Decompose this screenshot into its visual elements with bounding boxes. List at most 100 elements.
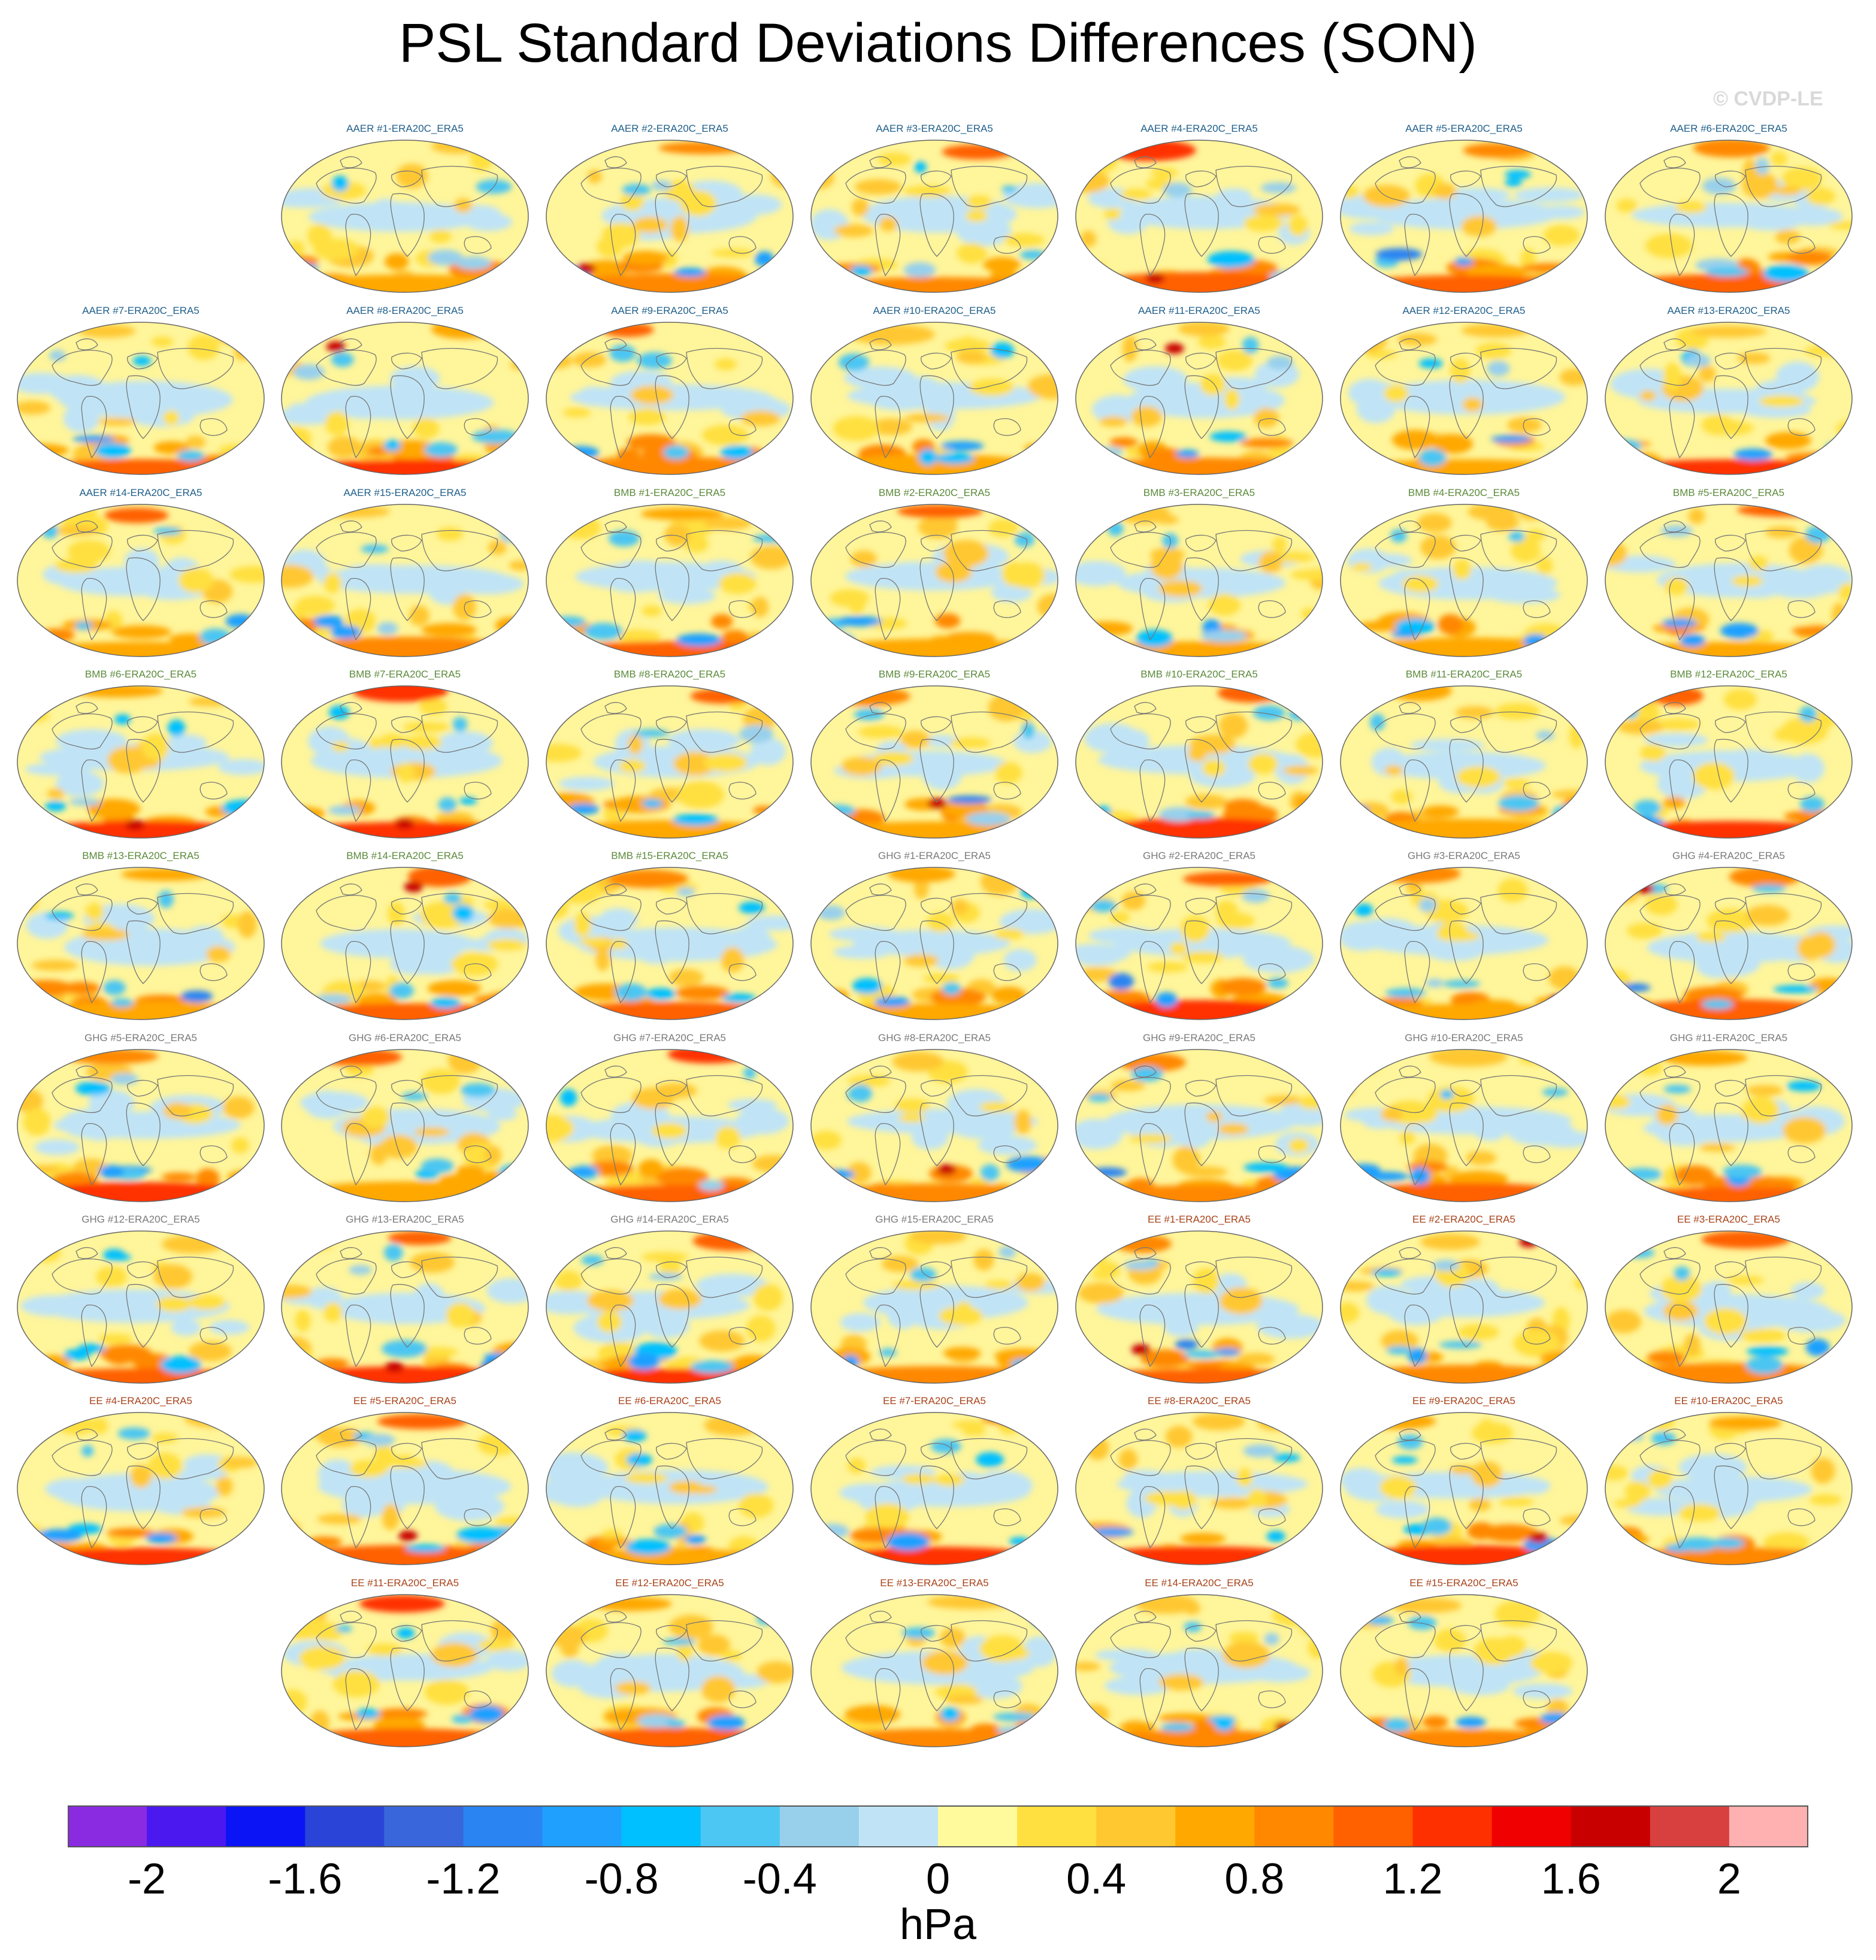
positive-anomaly-area [1452, 559, 1472, 580]
map-panel: EE #12-ERA20C_ERA5 [539, 1577, 800, 1750]
map-boundary [1340, 140, 1588, 293]
positive-anomaly-area [973, 1249, 994, 1271]
negative-anomaly-area [171, 1319, 201, 1336]
positive-anomaly-area [904, 413, 950, 423]
positive-anomaly-area [1475, 343, 1512, 359]
panel-title: EE #12-ERA20C_ERA5 [615, 1577, 724, 1589]
positive-anomaly-area [997, 1412, 1021, 1435]
positive-anomaly-area [1254, 407, 1279, 428]
positive-anomaly-area [865, 1503, 909, 1529]
positive-anomaly-area [1615, 688, 1657, 710]
coastline [1449, 1465, 1484, 1529]
colorbar-swatch [1412, 1805, 1493, 1847]
positive-anomaly-area [1836, 421, 1852, 438]
positive-anomaly-area [673, 751, 717, 776]
coastline [845, 1077, 906, 1113]
negative-anomaly-area [1031, 1610, 1054, 1628]
negative-anomaly-area [549, 1478, 606, 1507]
positive-anomaly-area [900, 730, 930, 749]
coastline [1480, 1620, 1557, 1662]
southern-ocean-anomaly [1081, 1546, 1320, 1565]
coastline [1185, 716, 1217, 733]
positive-anomaly-area [1828, 221, 1852, 230]
positive-anomaly-area [1222, 1641, 1270, 1668]
coastline [610, 213, 636, 277]
coastline [728, 1327, 757, 1345]
coastline [875, 1668, 901, 1731]
coastline [340, 884, 362, 896]
coastline [1139, 1304, 1166, 1368]
coastline [127, 1079, 158, 1097]
positive-anomaly-area [670, 216, 689, 242]
negative-anomaly-area [663, 445, 689, 459]
positive-anomaly-area [655, 1167, 709, 1187]
robinson-map [1340, 685, 1588, 839]
negative-anomaly-area [430, 997, 461, 1009]
positive-anomaly-area [951, 899, 969, 915]
positive-anomaly-area [153, 441, 190, 455]
negative-anomaly-area [878, 561, 950, 590]
colorbar-tick-label: -0.8 [584, 1855, 659, 1903]
coastline [1450, 534, 1481, 552]
coastline [1184, 1465, 1219, 1529]
negative-anomaly-area [75, 1081, 111, 1096]
negative-anomaly-area [707, 1715, 745, 1731]
positive-anomaly-area [630, 385, 674, 405]
coastline [580, 1440, 642, 1476]
negative-anomaly-area [1409, 739, 1485, 752]
southern-ocean-anomaly [286, 822, 526, 838]
negative-anomaly-area [81, 1445, 94, 1457]
positive-anomaly-area [642, 1251, 689, 1262]
positive-anomaly-area [1456, 766, 1501, 788]
coastline [1258, 418, 1286, 436]
negative-anomaly-area [838, 353, 870, 371]
coastline [610, 940, 636, 1004]
positive-anomaly-area [1352, 802, 1390, 820]
extreme-anomaly [385, 1361, 404, 1372]
coastline [1669, 395, 1695, 459]
panel-title: BMB #8-ERA20C_ERA5 [613, 669, 726, 680]
coastline [345, 1668, 371, 1731]
map-panel: BMB #1-ERA20C_ERA5 [539, 486, 800, 660]
southern-ocean-anomaly [551, 1728, 791, 1747]
negative-anomaly-area [1092, 395, 1144, 424]
coastline [580, 1622, 642, 1658]
coastline [686, 530, 763, 571]
negative-anomaly-area [472, 429, 520, 444]
panel-title: AAER #10-ERA20C_ERA5 [873, 305, 996, 316]
coastline [316, 168, 377, 204]
negative-anomaly-area [460, 1082, 495, 1097]
coastline [1185, 1625, 1217, 1642]
negative-anomaly-area [1490, 435, 1532, 443]
positive-anomaly-area [638, 1159, 664, 1178]
coastline [845, 895, 906, 931]
colorbar-tick-label: 1.2 [1382, 1855, 1443, 1903]
coastline [604, 156, 627, 168]
positive-anomaly-area [1438, 614, 1463, 635]
map-boundary [546, 1594, 794, 1747]
coastline [1215, 711, 1293, 753]
positive-anomaly-area [1083, 811, 1103, 828]
negative-anomaly-area [609, 560, 674, 586]
coastline [604, 521, 627, 533]
positive-anomaly-area [1610, 887, 1639, 903]
map-boundary [281, 867, 529, 1020]
coastline [1139, 213, 1166, 277]
negative-anomaly-area [1348, 1163, 1381, 1176]
positive-anomaly-area [1027, 374, 1058, 399]
positive-anomaly-area [675, 985, 730, 1000]
coastline [464, 1145, 492, 1163]
positive-anomaly-area [1550, 1003, 1574, 1013]
coastline [1523, 600, 1551, 618]
positive-anomaly-area [1016, 1273, 1045, 1292]
coastline [1480, 711, 1557, 753]
map-boundary [546, 1049, 794, 1202]
coastline [1184, 193, 1219, 257]
positive-anomaly-area [1561, 798, 1587, 818]
positive-anomaly-area [1533, 1362, 1582, 1377]
coastline [1110, 532, 1171, 568]
panel-title: BMB #9-ERA20C_ERA5 [878, 669, 991, 680]
positive-anomaly-area [85, 903, 104, 921]
coastline [81, 577, 107, 641]
positive-anomaly-area [1264, 1095, 1302, 1105]
